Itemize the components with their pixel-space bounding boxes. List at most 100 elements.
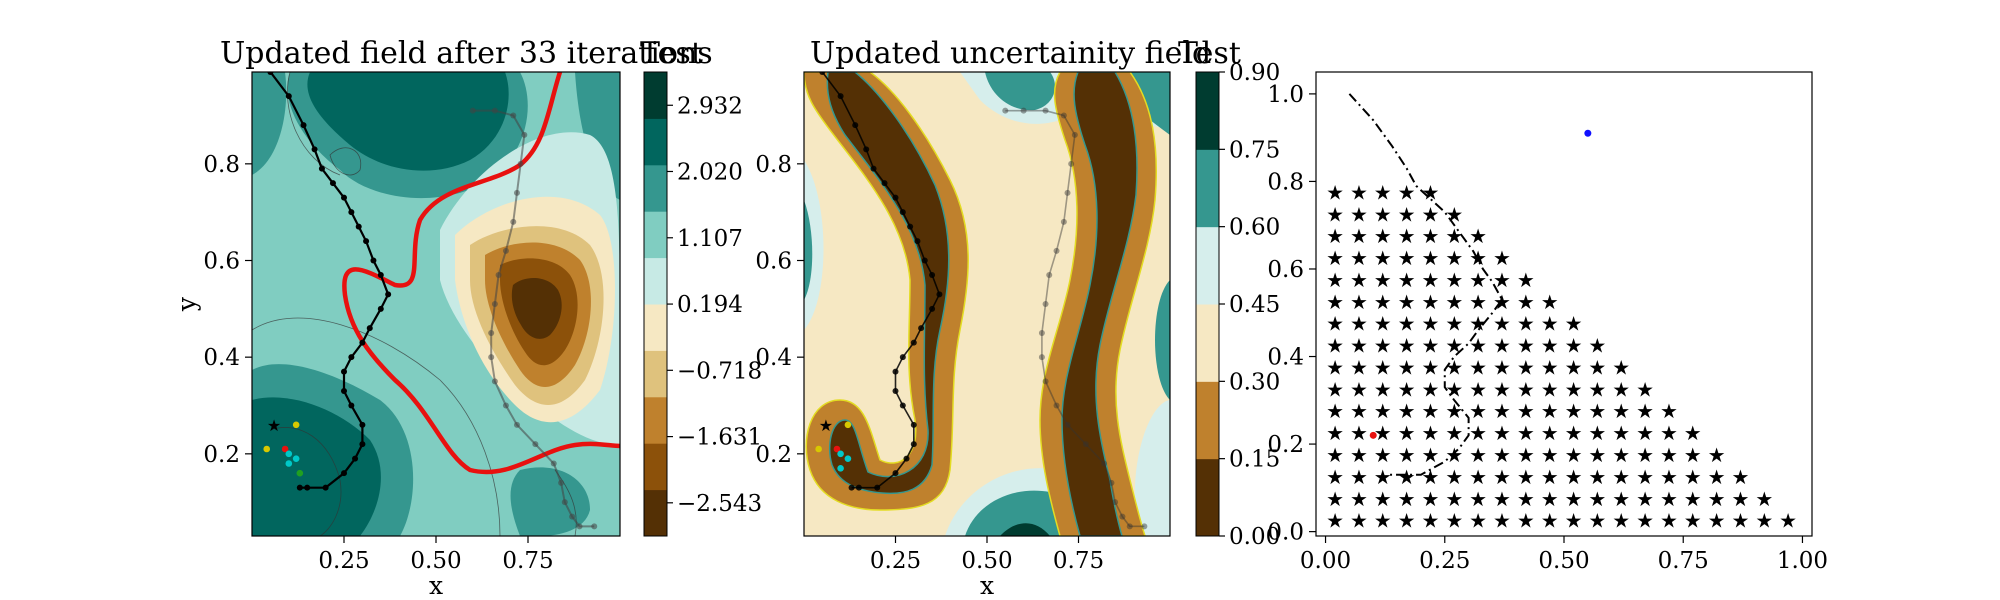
candidate-star: ★ xyxy=(1588,421,1606,445)
secondary-path-point xyxy=(488,354,495,361)
sample-marker xyxy=(296,469,304,477)
secondary-path-point xyxy=(1108,479,1115,486)
candidate-star: ★ xyxy=(1445,202,1463,226)
candidate-star: ★ xyxy=(1350,224,1368,248)
explored-path-point xyxy=(870,165,877,172)
sample-marker xyxy=(844,421,852,429)
colorbar-tick-label: 0.45 xyxy=(1229,292,1280,318)
candidate-star: ★ xyxy=(1517,334,1535,358)
candidate-star: ★ xyxy=(1660,487,1678,511)
field-path-layer xyxy=(267,72,392,491)
explored-path-point xyxy=(837,93,844,100)
uncertainty-x-label: x xyxy=(980,571,994,600)
candidate-star: ★ xyxy=(1350,246,1368,270)
candidate-star: ★ xyxy=(1660,421,1678,445)
explored-path-point xyxy=(341,194,347,201)
colorbar-segment xyxy=(1196,381,1219,460)
candidate-star: ★ xyxy=(1421,334,1439,358)
candidate-star: ★ xyxy=(1398,487,1416,511)
candidate-star: ★ xyxy=(1421,312,1439,336)
candidate-star: ★ xyxy=(1326,224,1344,248)
colorbar-tick-label: −1.631 xyxy=(677,425,762,451)
y-tick-label: 0.6 xyxy=(203,249,240,275)
candidate-star: ★ xyxy=(1469,246,1487,270)
explored-path-point xyxy=(267,72,274,75)
explored-path-point xyxy=(355,223,362,230)
candidate-star: ★ xyxy=(1421,421,1439,445)
candidate-star: ★ xyxy=(1517,487,1535,511)
candidate-star: ★ xyxy=(1588,377,1606,401)
colorbar-tick-label: 2.932 xyxy=(677,93,743,119)
explored-path-point xyxy=(348,354,355,361)
colorbar-segment xyxy=(644,164,667,212)
candidate-star: ★ xyxy=(1469,312,1487,336)
secondary-path-point xyxy=(510,112,517,119)
y-tick-label: 0.0 xyxy=(1267,520,1304,546)
explored-path-point xyxy=(359,339,366,346)
secondary-path-point xyxy=(469,107,476,114)
candidate-star: ★ xyxy=(1421,268,1439,292)
candidate-star: ★ xyxy=(1469,487,1487,511)
candidate-star: ★ xyxy=(1445,399,1463,423)
candidate-star: ★ xyxy=(1588,399,1606,423)
candidate-star: ★ xyxy=(1326,465,1344,489)
explored-path-point xyxy=(907,223,914,230)
candidate-star: ★ xyxy=(1445,487,1463,511)
secondary-path-point xyxy=(1038,330,1045,336)
candidate-star: ★ xyxy=(1541,377,1559,401)
candidate-star: ★ xyxy=(1374,399,1392,423)
candidate-star: ★ xyxy=(1350,268,1368,292)
explored-path-point xyxy=(899,209,906,216)
candidate-star: ★ xyxy=(1398,312,1416,336)
explored-path-point xyxy=(921,257,928,264)
candidate-star: ★ xyxy=(1493,509,1511,533)
candidate-star: ★ xyxy=(1660,465,1678,489)
explored-path-point xyxy=(881,180,888,187)
colorbar-segment xyxy=(644,304,667,351)
candidate-star: ★ xyxy=(1421,399,1439,423)
sample-marker xyxy=(837,450,844,458)
candidate-star: ★ xyxy=(1612,443,1630,467)
explored-path-point xyxy=(892,194,899,201)
secondary-path-point xyxy=(1002,107,1009,114)
candidate-star: ★ xyxy=(1493,443,1511,467)
scatter-ticks: 0.00 0.25 0.50 0.75 1.00 0.0 0.2 0.4 0.6 0.8 1.0 xyxy=(1267,82,1828,574)
candidate-star: ★ xyxy=(1398,180,1416,204)
candidate-star: ★ xyxy=(1565,355,1583,379)
colorbar-tick-label: 0.00 xyxy=(1229,524,1280,550)
candidate-star: ★ xyxy=(1565,487,1583,511)
sample-marker xyxy=(263,445,271,453)
colorbar-segment xyxy=(644,443,667,491)
x-tick-label: 0.75 xyxy=(1658,548,1709,574)
secondary-path-point xyxy=(1020,107,1027,114)
candidate-star: ★ xyxy=(1493,268,1511,292)
candidate-star: ★ xyxy=(1326,355,1344,379)
candidate-star: ★ xyxy=(1350,377,1368,401)
candidate-star: ★ xyxy=(1660,399,1678,423)
candidate-star: ★ xyxy=(1541,290,1559,314)
colorbar-tick-label: −2.543 xyxy=(677,491,762,517)
candidate-star: ★ xyxy=(1541,312,1559,336)
candidate-star: ★ xyxy=(1445,465,1463,489)
candidate-star: ★ xyxy=(1398,399,1416,423)
candidate-star: ★ xyxy=(1588,355,1606,379)
y-tick-label: 0.8 xyxy=(755,152,792,178)
explored-path-point xyxy=(311,146,318,153)
explored-path-point xyxy=(377,272,384,278)
candidate-star: ★ xyxy=(1374,312,1392,336)
candidate-star: ★ xyxy=(1326,334,1344,358)
secondary-path-point xyxy=(591,523,598,530)
explored-path-point xyxy=(892,368,899,375)
secondary-path-point xyxy=(1064,421,1071,428)
colorbar-segment xyxy=(644,118,667,166)
candidate-star: ★ xyxy=(1421,509,1439,533)
candidate-star: ★ xyxy=(1445,290,1463,314)
secondary-path-point xyxy=(513,189,520,196)
candidate-star: ★ xyxy=(1541,487,1559,511)
threshold-contour xyxy=(342,72,620,475)
candidate-star: ★ xyxy=(1374,487,1392,511)
candidate-star: ★ xyxy=(1469,334,1487,358)
candidate-star: ★ xyxy=(1326,268,1344,292)
candidate-star: ★ xyxy=(1684,421,1702,445)
x-tick-label: 0.25 xyxy=(318,548,369,574)
